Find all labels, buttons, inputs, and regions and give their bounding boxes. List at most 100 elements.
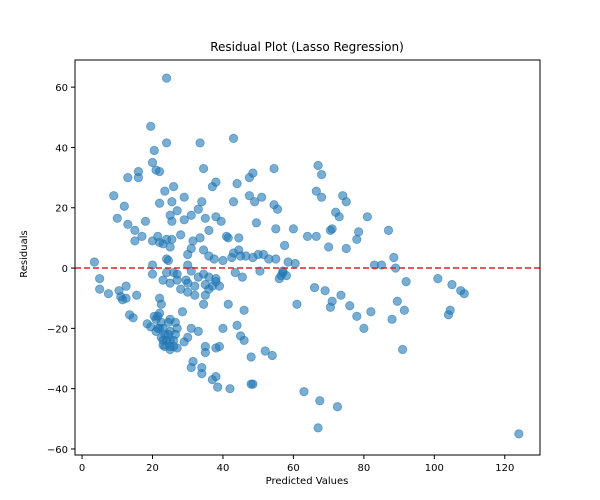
data-point — [172, 275, 182, 285]
data-point — [211, 372, 221, 382]
data-point — [232, 320, 242, 330]
plot-frame — [74, 59, 541, 456]
data-point — [234, 233, 244, 243]
data-point — [251, 218, 262, 228]
data-point — [332, 402, 343, 412]
data-point — [255, 266, 265, 276]
data-point — [216, 216, 226, 226]
x-tick-label: 20 — [146, 463, 159, 474]
data-point — [214, 281, 225, 291]
data-point — [239, 335, 249, 346]
data-point — [154, 308, 165, 318]
x-tick-label: 60 — [287, 463, 300, 474]
data-point — [214, 341, 225, 352]
data-point — [387, 314, 397, 324]
data-point — [281, 270, 291, 281]
x-axis-ticks: 0 20 40 60 80 100 120 — [79, 455, 514, 474]
data-point — [147, 269, 158, 279]
data-point — [401, 277, 411, 287]
data-point — [198, 299, 209, 309]
data-point — [195, 138, 205, 148]
data-point — [225, 384, 235, 394]
data-point — [359, 323, 369, 333]
data-point — [311, 186, 321, 196]
data-point — [123, 172, 133, 183]
data-point — [89, 257, 99, 267]
data-point — [130, 236, 140, 246]
data-point — [193, 204, 203, 214]
y-tick-label: −20 — [47, 324, 68, 335]
data-point — [257, 192, 267, 202]
data-point — [169, 182, 179, 192]
data-point — [352, 234, 362, 245]
data-point — [213, 382, 223, 392]
data-point — [209, 254, 219, 264]
data-point — [353, 227, 364, 237]
data-point — [147, 260, 158, 270]
data-point — [95, 284, 105, 294]
data-point — [392, 296, 402, 306]
data-point — [324, 242, 334, 252]
data-point — [292, 299, 302, 309]
data-point — [161, 138, 172, 148]
data-point — [302, 231, 313, 241]
data-point — [246, 352, 256, 362]
data-point — [260, 346, 270, 356]
data-point — [128, 313, 138, 323]
data-point — [376, 260, 387, 270]
data-point — [195, 233, 205, 243]
data-point — [433, 274, 443, 284]
x-tick-label: 80 — [357, 463, 370, 474]
data-point — [313, 423, 323, 433]
data-point — [197, 197, 207, 207]
data-point — [179, 192, 189, 202]
data-point — [154, 166, 165, 177]
data-point — [146, 121, 156, 131]
data-point — [172, 206, 182, 216]
data-point — [211, 177, 221, 187]
data-point — [190, 290, 200, 300]
data-point — [165, 242, 175, 252]
y-tick-label: −40 — [47, 385, 68, 396]
data-point — [167, 197, 177, 207]
data-point — [280, 240, 290, 251]
data-point — [299, 387, 309, 397]
x-axis-label: Predicted Values — [266, 476, 349, 487]
data-point — [271, 254, 281, 264]
data-point — [228, 133, 239, 143]
data-point — [119, 201, 129, 211]
data-point — [123, 219, 133, 229]
data-point — [267, 350, 277, 361]
data-point — [248, 168, 258, 178]
data-point — [200, 213, 210, 223]
data-points — [89, 73, 524, 439]
data-point — [445, 305, 455, 315]
data-point — [218, 255, 228, 266]
chart-title: Residual Plot (Lasso Regression) — [210, 40, 404, 54]
data-point — [140, 216, 151, 226]
data-point — [172, 323, 182, 333]
data-point — [389, 252, 399, 263]
data-point — [186, 266, 196, 276]
data-point — [112, 213, 122, 223]
data-point — [311, 231, 321, 241]
data-point — [345, 301, 355, 311]
y-tick-label: −60 — [47, 445, 68, 456]
data-point — [232, 179, 242, 189]
data-point — [228, 197, 239, 207]
data-point — [362, 212, 372, 222]
y-tick-label: 20 — [55, 204, 68, 215]
data-point — [239, 305, 249, 315]
y-axis-ticks: −60 −40 −20 0 20 40 60 — [47, 83, 75, 456]
data-point — [459, 289, 469, 299]
data-point — [109, 191, 119, 201]
data-point — [204, 225, 214, 235]
data-point — [313, 160, 323, 171]
data-point — [188, 356, 198, 367]
data-point — [447, 280, 457, 290]
data-point — [269, 163, 279, 174]
data-point — [179, 215, 189, 225]
data-point — [190, 281, 200, 291]
